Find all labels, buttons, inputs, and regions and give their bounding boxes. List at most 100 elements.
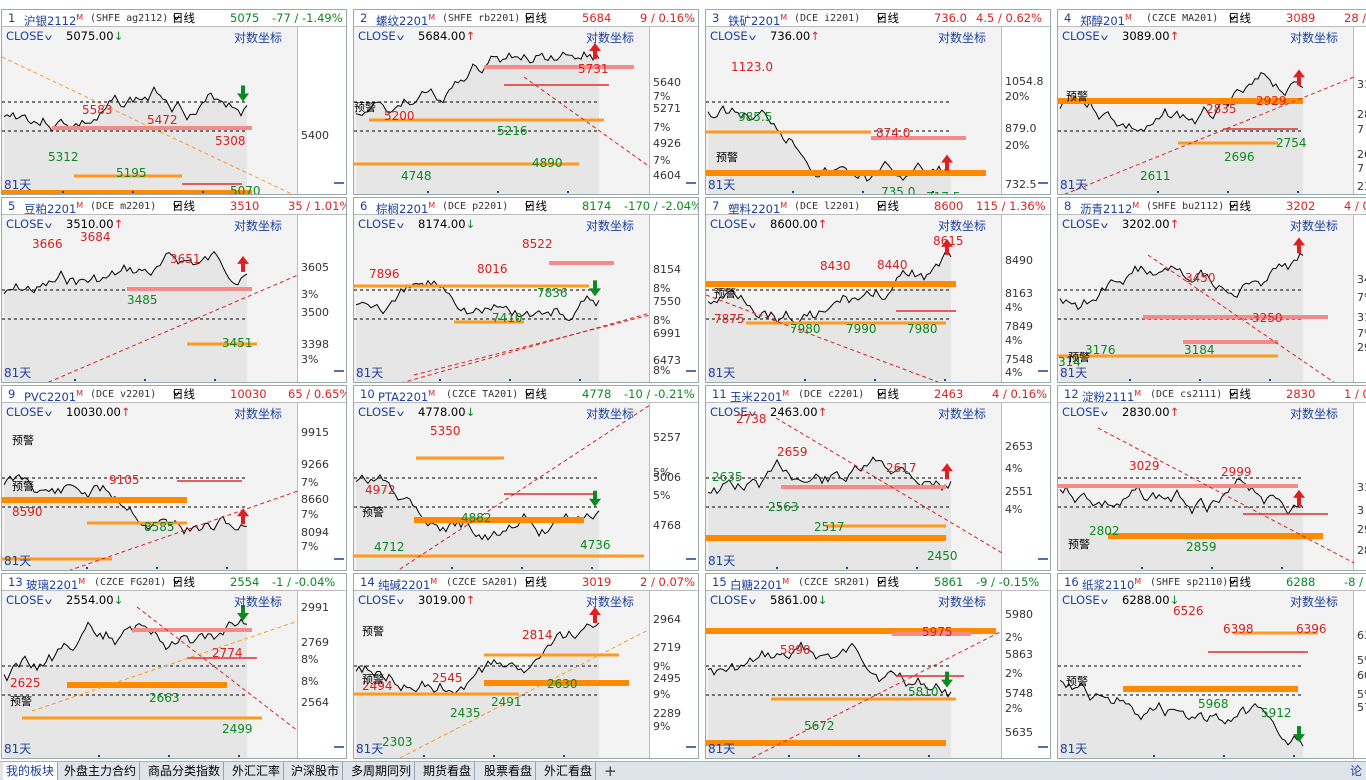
log-scale-button[interactable]: 对数坐标 xyxy=(234,219,283,233)
close-mode-select[interactable]: CLOSEv xyxy=(6,593,52,607)
trend-line[interactable] xyxy=(1097,427,1354,564)
price-chart[interactable]: CLOSEv 2830.00↑ 对数坐标 3029 2999 2802 2859 预警 xyxy=(1058,403,1354,570)
log-scale-button[interactable]: 对数坐标 xyxy=(1290,595,1339,609)
price-chart[interactable]: CLOSEv 3510.00↑ 对数坐标 81天 3666 3684 3651 3485 345… xyxy=(2,215,298,383)
close-mode-select[interactable]: CLOSEv xyxy=(710,593,756,607)
chart-panel-5[interactable]: 5 豆粕2201M (DCE m2201) 日线 v 3510 35 / 1.01% CLOS… xyxy=(1,197,347,383)
price-chart[interactable]: CLOSEv 8174.00↓ 对数坐标 81天 8522 7896 8016 7836 741… xyxy=(354,215,650,383)
contract-name[interactable]: 棕榈2201M xyxy=(376,201,436,216)
tab-8[interactable]: 外汇看盘 xyxy=(541,762,597,780)
close-mode-select[interactable]: CLOSEv xyxy=(358,29,404,43)
price-chart[interactable]: CLOSEv 736.00↑ 对数坐标 81天 1123.0 874.0 985.5 735.… xyxy=(706,27,1002,194)
close-mode-select[interactable]: CLOSEv xyxy=(710,217,756,231)
contract-name[interactable]: 铁矿2201M xyxy=(728,13,788,28)
trend-line[interactable] xyxy=(394,312,650,383)
price-chart[interactable]: CLOSEv 2463.00↑ 对数坐标 81天 2738 2659 2617 2635 256… xyxy=(706,403,1002,570)
trend-line[interactable] xyxy=(31,620,298,712)
trend-line[interactable] xyxy=(2,56,298,195)
log-scale-button[interactable]: 对数坐标 xyxy=(586,31,635,45)
tab-3[interactable]: 外汇汇率 xyxy=(229,762,285,780)
chart-panel-10[interactable]: 10 PTA2201M (CZCE TA201) 日线 v 4778 -10 / -0.21… xyxy=(353,385,699,571)
log-scale-button[interactable]: 对数坐标 xyxy=(1290,219,1339,233)
log-scale-button[interactable]: 对数坐标 xyxy=(234,407,283,421)
price-chart[interactable]: CLOSEv 3202.00↑ 对数坐标 81天 3450 3250 3176 3184 314… xyxy=(1058,215,1354,382)
close-mode-select[interactable]: CLOSEv xyxy=(1062,217,1108,231)
contract-name[interactable]: 沪银2112M xyxy=(24,13,84,28)
log-scale-button[interactable]: 对数坐标 xyxy=(938,595,987,609)
close-mode-select[interactable]: CLOSEv xyxy=(710,29,756,43)
tab-5[interactable]: 多周期同列 xyxy=(348,762,416,780)
trend-line[interactable] xyxy=(706,294,946,383)
trend-line[interactable] xyxy=(775,417,1002,554)
price-chart[interactable]: CLOSEv 10030.00↑ 对数坐标 81天 9105 8590 8585 预警 预警 xyxy=(2,403,298,570)
tab-7[interactable]: 股票看盘 xyxy=(481,762,537,780)
tab-2[interactable]: 商品分类指数 xyxy=(145,762,225,780)
chart-panel-1[interactable]: 1 沪银2112M (SHFE ag2112) 日线 v 5075 -77 / -1.49%… xyxy=(1,9,347,195)
close-mode-select[interactable]: CLOSEv xyxy=(6,217,52,231)
price-chart[interactable]: CLOSEv 8600.00↑ 对数坐标 81天 8615 8430 8440 7875 798… xyxy=(706,215,1002,383)
log-scale-button[interactable]: 对数坐标 xyxy=(234,595,283,609)
trend-line[interactable] xyxy=(523,76,650,168)
contract-name[interactable]: 纯碱2201M xyxy=(378,577,438,592)
log-scale-button[interactable]: 对数坐标 xyxy=(586,595,635,609)
tab-0[interactable]: 我的板块 xyxy=(3,762,59,780)
price-chart[interactable]: CLOSEv 3019.00↑ 对数坐标 81天 2814 2494 2545 2630 243… xyxy=(354,591,650,759)
price-chart[interactable]: CLOSEv 2554.00↓ 对数坐标 81天 2774 2625 2663 2499 预警 xyxy=(2,591,298,758)
tab-6[interactable]: 期货看盘 xyxy=(420,762,476,780)
chart-panel-3[interactable]: 3 铁矿2201M (DCE i2201) 日线 v 736.0 4.5 / 0.62% CL… xyxy=(705,9,1051,195)
tab-1[interactable]: 外盘主力合约 xyxy=(61,762,141,780)
log-scale-button[interactable]: 对数坐标 xyxy=(938,407,987,421)
trend-line[interactable] xyxy=(1058,76,1354,195)
log-scale-button[interactable]: 对数坐标 xyxy=(1290,31,1339,45)
price-chart[interactable]: CLOSEv 5861.00↓ 对数坐标 81天 5975 5890 5810 5672 xyxy=(706,591,1002,759)
contract-name[interactable]: 沥青2112M xyxy=(1080,201,1140,216)
add-tab-icon[interactable]: + xyxy=(604,762,617,780)
trend-line[interactable] xyxy=(394,628,650,759)
contract-name[interactable]: 淀粉2111M xyxy=(1082,389,1142,404)
trend-line[interactable] xyxy=(136,606,298,732)
chart-panel-2[interactable]: 2 螺纹2201M (SHFE rb2201) 日线 v 5684 9 / 0.16% CLO… xyxy=(353,9,699,195)
close-mode-select[interactable]: CLOSEv xyxy=(1062,29,1108,43)
contract-name[interactable]: PVC2201M xyxy=(24,389,84,404)
trend-line[interactable] xyxy=(42,274,298,383)
chart-panel-14[interactable]: 14 纯碱2201M (CZCE SA201) 日线 v 3019 2 / 0.07% CLO… xyxy=(353,573,699,759)
contract-name[interactable]: PTA2201M xyxy=(378,389,436,404)
price-chart[interactable]: CLOSEv 3089.00↑ 对数坐标 81天 2929 2835 2754 2696 261… xyxy=(1058,27,1354,195)
contract-name[interactable]: 郑醇201M xyxy=(1080,13,1132,28)
close-mode-select[interactable]: CLOSEv xyxy=(358,217,404,231)
price-chart[interactable]: CLOSEv 5684.00↑ 对数坐标 5731 5200 5216 4890 4748 预警 xyxy=(354,27,650,194)
close-mode-select[interactable]: CLOSEv xyxy=(1062,405,1108,419)
chart-panel-13[interactable]: 13 玻璃2201M (CZCE FG201) 日线 v 2554 -1 / -0.04% C… xyxy=(1,573,347,759)
tab-4[interactable]: 沪深股市 xyxy=(288,762,344,780)
close-mode-select[interactable]: CLOSEv xyxy=(358,405,404,419)
contract-name[interactable]: 塑料2201M xyxy=(728,201,788,216)
contract-name[interactable]: 玻璃2201M xyxy=(26,577,86,592)
chart-panel-7[interactable]: 7 塑料2201M (DCE l2201) 日线 v 8600 115 / 1.36% CLO… xyxy=(705,197,1051,383)
contract-name[interactable]: 螺纹2201M xyxy=(376,13,436,28)
close-mode-select[interactable]: CLOSEv xyxy=(6,29,52,43)
trend-line[interactable] xyxy=(394,404,650,571)
log-scale-button[interactable]: 对数坐标 xyxy=(1290,407,1339,421)
trend-line[interactable] xyxy=(413,314,650,376)
trend-line[interactable] xyxy=(746,630,1002,759)
contract-name[interactable]: 豆粕2201M xyxy=(24,201,84,216)
log-scale-button[interactable]: 对数坐标 xyxy=(586,407,635,421)
close-mode-select[interactable]: CLOSEv xyxy=(1062,593,1108,607)
log-scale-button[interactable]: 对数坐标 xyxy=(938,31,987,45)
contract-name[interactable]: 白糖2201M xyxy=(730,577,790,592)
price-chart[interactable]: CLOSEv 6288.00↓ 对数坐标 81天 6526 6398 6396 5968 591… xyxy=(1058,591,1354,758)
chart-panel-15[interactable]: 15 白糖2201M (CZCE SR201) 日线 v 5861 -9 / -0.15% C… xyxy=(705,573,1051,759)
chart-panel-11[interactable]: 11 玉米2201M (DCE c2201) 日线 v 2463 4 / 0.16% CLOS… xyxy=(705,385,1051,571)
chart-panel-6[interactable]: 6 棕榈2201M (DCE p2201) 日线 v 8174 -170 / -2.04% C… xyxy=(353,197,699,383)
log-scale-button[interactable]: 对数坐标 xyxy=(234,31,283,45)
contract-name[interactable]: 玉米2201M xyxy=(730,389,790,404)
chart-panel-9[interactable]: 9 PVC2201M (DCE v2201) 日线 v 10030 65 / 0.65% CL… xyxy=(1,385,347,571)
log-scale-button[interactable]: 对数坐标 xyxy=(586,219,635,233)
log-scale-button[interactable]: 对数坐标 xyxy=(938,219,987,233)
contract-name[interactable]: 纸浆2110M xyxy=(1082,577,1142,592)
forum-button[interactable]: 论 xyxy=(1349,764,1362,778)
